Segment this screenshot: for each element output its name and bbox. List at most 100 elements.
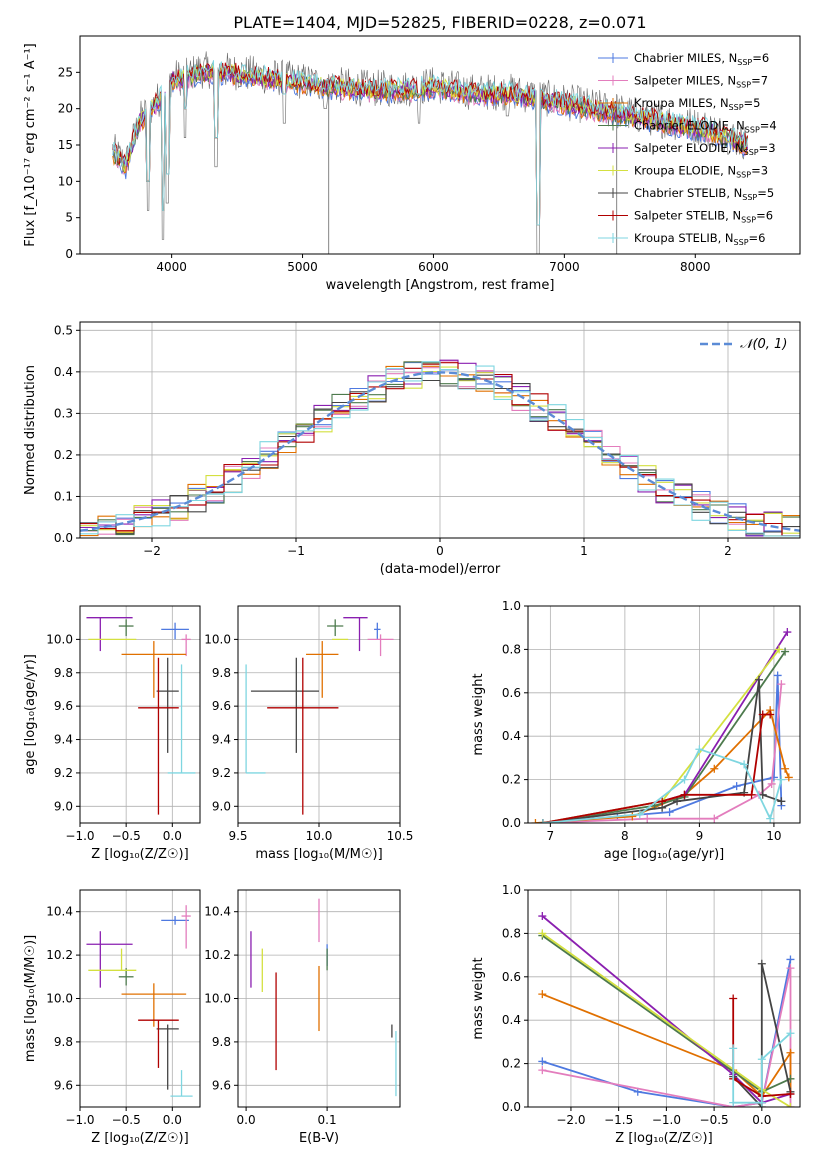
weight-age-y-tick-label: 0.6 bbox=[502, 686, 521, 700]
weight-metallicity-point-marker bbox=[757, 1098, 766, 1107]
age-metallicity-y-tick-label: 9.6 bbox=[54, 699, 73, 713]
age-metallicity-frame bbox=[79, 605, 201, 824]
weight-metallicity-point-marker bbox=[757, 959, 766, 968]
weight-metallicity-point-marker bbox=[786, 955, 795, 964]
gaussian-legend-label: 𝒩(0, 1) bbox=[740, 337, 787, 352]
age-mass-x-axis-label: mass [log₁₀(M/M☉)] bbox=[255, 847, 382, 862]
residual-histogram bbox=[80, 361, 800, 537]
weight-age-point-marker bbox=[665, 808, 674, 817]
weight-metallicity-x-tick-label: 0.0 bbox=[752, 1113, 771, 1127]
gaussian-curve bbox=[80, 371, 800, 532]
weight-age-point-marker bbox=[755, 675, 764, 684]
weight-age-point-marker bbox=[710, 764, 719, 773]
weight-age-point-marker bbox=[775, 645, 784, 654]
spectrum-y-tick-label: 15 bbox=[58, 138, 73, 152]
age-mass-y-tick-label: 9.8 bbox=[212, 666, 231, 680]
weight-age-point-marker bbox=[758, 790, 767, 799]
weight-metallicity-point-marker bbox=[538, 1066, 547, 1075]
legend-entry: Kroupa STELIB, NSSP=6 bbox=[634, 231, 765, 247]
residuals-y-tick-label: 0.3 bbox=[54, 406, 73, 420]
mass-extinction-y-tick-label: 10.0 bbox=[204, 992, 231, 1006]
weight-age-point-marker bbox=[769, 773, 778, 782]
residuals-y-tick-label: 0.2 bbox=[54, 448, 73, 462]
weight-metallicity-panel: −2.0 −1.5 −1.0 −0.5 0.0 0.0 0.2 0.4 0.6 0.8 1.0 Z [… bbox=[471, 883, 801, 1146]
spectrum-x-tick-label: 5000 bbox=[287, 260, 318, 274]
mass-metallicity-y-tick-label: 9.8 bbox=[54, 1035, 73, 1049]
age-metallicity-y-tick-label: 9.0 bbox=[54, 799, 73, 813]
mass-metallicity-x-tick-label: 0.0 bbox=[163, 1113, 182, 1127]
residuals-frame bbox=[79, 321, 801, 539]
age-mass-panel: 9.5 10.0 10.5 9.0 9.2 9.4 9.6 9.8 10.0 mass [log₁… bbox=[204, 605, 413, 862]
weight-metallicity-y-tick-label: 0.4 bbox=[502, 1013, 521, 1027]
mass-metallicity-y-tick-label: 9.6 bbox=[54, 1078, 73, 1092]
residuals-x-axis-label: (data-model)/error bbox=[380, 562, 501, 577]
spectrum-x-tick-label: 4000 bbox=[156, 260, 187, 274]
mass-metallicity-x-tick-label: −0.5 bbox=[112, 1113, 141, 1127]
residuals-x-tick-label: 0 bbox=[436, 544, 444, 558]
weight-metallicity-x-tick-label: −2.0 bbox=[556, 1113, 585, 1127]
weight-metallicity-series-line bbox=[732, 998, 791, 1098]
spectrum-frame bbox=[79, 35, 801, 255]
weight-age-point-marker bbox=[777, 680, 786, 689]
mass-metallicity-plot-area bbox=[80, 890, 200, 1107]
weight-age-point-marker bbox=[740, 760, 749, 769]
mass-metallicity-x-axis-label: Z [log₁₀(Z/Z☉)] bbox=[91, 1131, 188, 1146]
legend-entry: Chabrier MILES, NSSP=6 bbox=[634, 51, 769, 67]
age-mass-frame bbox=[237, 605, 401, 824]
residuals-x-tick-label: −1 bbox=[287, 544, 305, 558]
spectrum-y-tick-label: 25 bbox=[58, 65, 73, 79]
weight-age-point-marker bbox=[777, 797, 786, 806]
weight-age-point-marker bbox=[773, 671, 782, 680]
weight-metallicity-y-tick-label: 0.8 bbox=[502, 926, 521, 940]
age-metallicity-panel: −1.0 −0.5 0.0 9.0 9.2 9.4 9.6 9.8 10.0 Z [log₁₀(Z… bbox=[23, 605, 201, 862]
weight-metallicity-y-tick-label: 0.0 bbox=[502, 1100, 521, 1114]
mass-extinction-y-tick-label: 9.8 bbox=[212, 1035, 231, 1049]
spectrum-y-tick-label: 5 bbox=[65, 211, 73, 225]
weight-metallicity-y-axis-label: mass weight bbox=[471, 957, 486, 1039]
residuals-y-tick-label: 0.5 bbox=[54, 323, 73, 337]
legend-entry: Chabrier ELODIE, NSSP=4 bbox=[634, 119, 777, 135]
legend-entry: Salpeter MILES, NSSP=7 bbox=[634, 74, 768, 90]
mass-metallicity-y-tick-label: 10.4 bbox=[46, 905, 73, 919]
spectrum-legend: Chabrier MILES, NSSP=6 Salpeter MILES, NS… bbox=[598, 51, 777, 247]
age-metallicity-x-axis-label: Z [log₁₀(Z/Z☉)] bbox=[91, 847, 188, 862]
age-mass-x-tick-label: 10.0 bbox=[306, 829, 333, 843]
weight-age-panel: 7 8 9 10 0.0 0.2 0.4 0.6 0.8 1.0 age [log₁₀(age/yr… bbox=[471, 599, 801, 862]
weight-metallicity-y-tick-label: 1.0 bbox=[502, 883, 521, 897]
weight-metallicity-point-marker bbox=[729, 1044, 738, 1053]
weight-metallicity-point-marker bbox=[786, 964, 795, 973]
weight-age-point-marker bbox=[710, 814, 719, 823]
age-mass-plot-area bbox=[238, 606, 400, 823]
residuals-panel: −2 −1 0 1 2 0.0 0.1 0.2 0.3 0.4 0.5 (data-model)/er… bbox=[23, 321, 801, 577]
spectrum-x-tick-label: 6000 bbox=[418, 260, 449, 274]
mass-extinction-y-tick-label: 10.2 bbox=[204, 948, 231, 962]
spectrum-x-tick-label: 8000 bbox=[680, 260, 711, 274]
weight-metallicity-y-tick-label: 0.2 bbox=[502, 1057, 521, 1071]
weight-age-series-line bbox=[542, 651, 786, 823]
weight-metallicity-point-marker bbox=[786, 1089, 795, 1098]
legend-entry: Salpeter ELODIE, NSSP=3 bbox=[634, 141, 776, 157]
weight-metallicity-x-tick-label: −0.5 bbox=[700, 1113, 729, 1127]
mass-extinction-y-tick-label: 9.6 bbox=[212, 1078, 231, 1092]
spectrum-panel: 4000 5000 6000 7000 8000 0 5 10 15 20 25 wavelength… bbox=[23, 35, 801, 293]
weight-age-point-marker bbox=[758, 710, 767, 719]
legend-entry: Salpeter STELIB, NSSP=6 bbox=[634, 209, 773, 225]
weight-age-point-marker bbox=[783, 628, 792, 637]
weight-metallicity-x-tick-label: −1.0 bbox=[652, 1113, 681, 1127]
residuals-plot-area bbox=[80, 322, 800, 538]
residuals-x-tick-label: −2 bbox=[143, 544, 161, 558]
weight-age-plot-area bbox=[528, 606, 800, 823]
weight-age-x-tick-label: 7 bbox=[547, 829, 555, 843]
mass-metallicity-y-tick-label: 10.0 bbox=[46, 992, 73, 1006]
weight-age-x-tick-label: 9 bbox=[696, 829, 704, 843]
weight-metallicity-x-axis-label: Z [log₁₀(Z/Z☉)] bbox=[615, 1131, 712, 1146]
age-mass-x-tick-label: 9.5 bbox=[228, 829, 247, 843]
mass-extinction-plot-area bbox=[238, 890, 400, 1107]
weight-age-point-marker bbox=[658, 797, 667, 806]
weight-age-x-tick-label: 8 bbox=[621, 829, 629, 843]
spectrum-x-axis-label: wavelength [Angstrom, rest frame] bbox=[326, 278, 555, 293]
weight-metallicity-point-marker bbox=[757, 1055, 766, 1064]
mass-extinction-x-axis-label: E(B-V) bbox=[299, 1131, 339, 1146]
